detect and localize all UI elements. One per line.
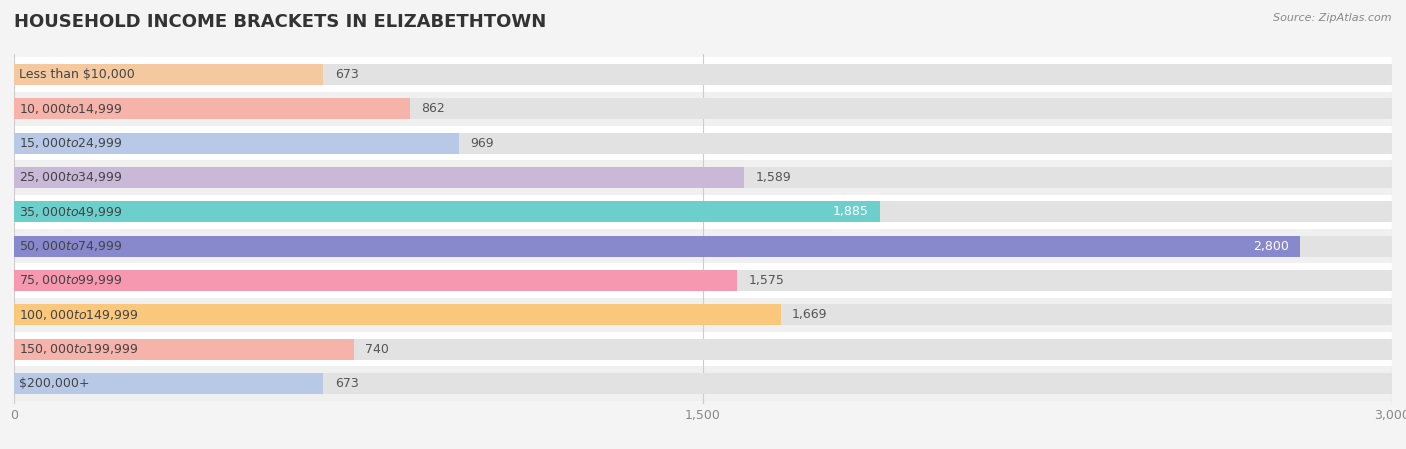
Text: $25,000 to $34,999: $25,000 to $34,999 bbox=[18, 171, 122, 185]
Bar bbox=[14, 270, 1392, 291]
Bar bbox=[14, 167, 1392, 188]
Bar bbox=[14, 64, 323, 85]
Bar bbox=[14, 304, 1392, 326]
Bar bbox=[14, 366, 1392, 401]
Bar bbox=[14, 229, 1392, 263]
Bar bbox=[14, 263, 1392, 298]
Bar bbox=[14, 339, 354, 360]
Text: $200,000+: $200,000+ bbox=[18, 377, 89, 390]
Bar bbox=[14, 236, 1301, 257]
Text: $35,000 to $49,999: $35,000 to $49,999 bbox=[18, 205, 122, 219]
Text: 673: 673 bbox=[335, 377, 359, 390]
Bar bbox=[14, 132, 1392, 154]
Bar bbox=[14, 339, 1392, 360]
Text: Source: ZipAtlas.com: Source: ZipAtlas.com bbox=[1274, 13, 1392, 23]
Bar bbox=[14, 373, 1392, 394]
Text: 862: 862 bbox=[422, 102, 446, 115]
Bar bbox=[14, 373, 323, 394]
Text: $50,000 to $74,999: $50,000 to $74,999 bbox=[18, 239, 122, 253]
Text: 740: 740 bbox=[366, 343, 389, 356]
Bar bbox=[14, 126, 1392, 160]
Bar bbox=[14, 98, 1392, 119]
Bar bbox=[14, 201, 880, 222]
Text: 2,800: 2,800 bbox=[1253, 240, 1288, 253]
Text: 1,885: 1,885 bbox=[832, 205, 869, 218]
Text: $150,000 to $199,999: $150,000 to $199,999 bbox=[18, 342, 138, 356]
Bar bbox=[14, 298, 1392, 332]
Text: $15,000 to $24,999: $15,000 to $24,999 bbox=[18, 136, 122, 150]
Text: $75,000 to $99,999: $75,000 to $99,999 bbox=[18, 273, 122, 287]
Bar bbox=[14, 304, 780, 326]
Text: 1,575: 1,575 bbox=[749, 274, 785, 287]
Bar bbox=[14, 270, 737, 291]
Text: 1,589: 1,589 bbox=[755, 171, 792, 184]
Bar bbox=[14, 98, 411, 119]
Bar bbox=[14, 92, 1392, 126]
Text: 969: 969 bbox=[471, 136, 495, 150]
Bar bbox=[14, 332, 1392, 366]
Bar bbox=[14, 201, 1392, 222]
Text: $10,000 to $14,999: $10,000 to $14,999 bbox=[18, 102, 122, 116]
Text: $100,000 to $149,999: $100,000 to $149,999 bbox=[18, 308, 138, 322]
Text: 1,669: 1,669 bbox=[792, 308, 828, 321]
Text: 673: 673 bbox=[335, 68, 359, 81]
Text: HOUSEHOLD INCOME BRACKETS IN ELIZABETHTOWN: HOUSEHOLD INCOME BRACKETS IN ELIZABETHTO… bbox=[14, 13, 547, 31]
Bar bbox=[14, 236, 1392, 257]
Bar bbox=[14, 195, 1392, 229]
Bar bbox=[14, 64, 1392, 85]
Bar bbox=[14, 160, 1392, 195]
Text: Less than $10,000: Less than $10,000 bbox=[18, 68, 135, 81]
Bar bbox=[14, 57, 1392, 92]
Bar bbox=[14, 132, 460, 154]
Bar bbox=[14, 167, 744, 188]
